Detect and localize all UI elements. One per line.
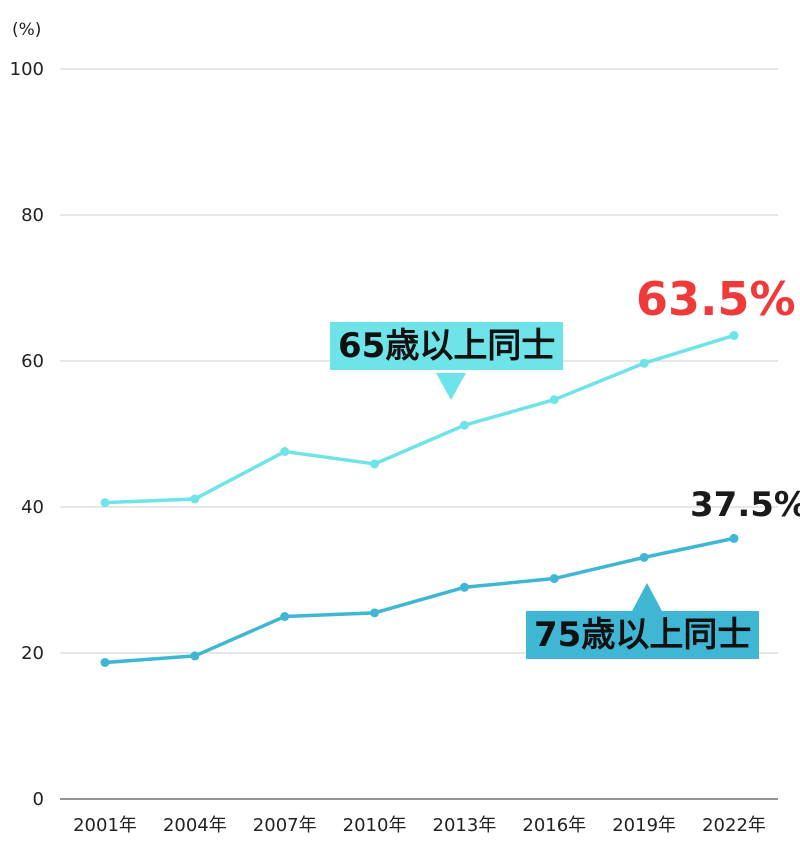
x-tick-label: 2004年 <box>163 815 227 836</box>
data-point-1 <box>100 657 110 667</box>
x-tick-label: 2013年 <box>433 815 497 836</box>
y-tick-label: 40 <box>21 497 44 518</box>
series-label-pointer-75 <box>632 583 662 611</box>
x-tick-label: 2010年 <box>343 815 407 836</box>
series-label-65: 65歳以上同士 <box>330 322 564 370</box>
data-point-0 <box>729 330 739 340</box>
y-tick-label: 100 <box>10 59 44 80</box>
data-point-0 <box>370 459 380 469</box>
series-line-1 <box>103 536 736 665</box>
data-point-1 <box>549 574 559 584</box>
end-value-label-65: 63.5% <box>636 272 796 326</box>
data-point-1 <box>190 651 200 661</box>
y-unit-label: (%) <box>12 20 42 40</box>
data-point-1 <box>639 552 649 562</box>
data-point-0 <box>190 494 200 504</box>
data-point-1 <box>370 608 380 618</box>
x-tick-label: 2019年 <box>612 815 676 836</box>
x-tick-label: 2022年 <box>702 815 766 836</box>
data-point-0 <box>549 395 559 405</box>
data-point-1 <box>459 582 469 592</box>
x-tick-label: 2016年 <box>522 815 586 836</box>
y-tick-label: 80 <box>21 205 44 226</box>
data-point-1 <box>280 612 290 621</box>
x-tick-label: 2001年 <box>73 815 137 836</box>
y-tick-label: 20 <box>21 643 44 664</box>
y-tick-label: 60 <box>21 351 44 372</box>
data-point-1 <box>729 533 739 543</box>
data-point-0 <box>280 447 290 457</box>
data-point-0 <box>639 358 649 368</box>
y-tick-label: 0 <box>33 789 44 810</box>
series-line-0 <box>103 333 736 505</box>
end-value-label-75: 37.5% <box>690 485 800 525</box>
data-point-0 <box>459 420 469 430</box>
series-label-pointer-65 <box>436 373 466 400</box>
series-label-75: 75歳以上同士 <box>526 611 760 659</box>
x-tick-label: 2007年 <box>253 815 317 836</box>
data-point-0 <box>100 498 110 508</box>
